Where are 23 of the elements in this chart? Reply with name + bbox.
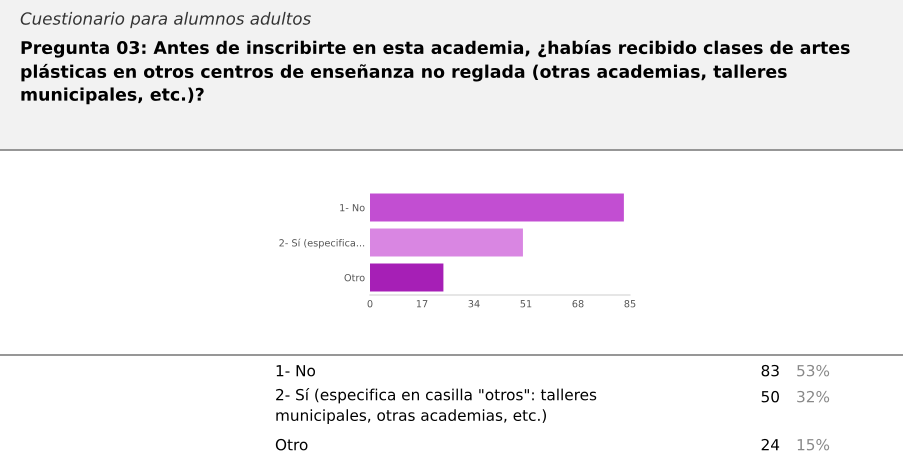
text: 15% <box>798 438 830 450</box>
text: 53% <box>797 364 830 376</box>
x-tick-label: 34 <box>468 300 480 308</box>
x-tick-label: 17 <box>416 300 428 308</box>
y-tick-label: 2- Sí (especifica... <box>279 238 364 248</box>
x-tick-label: 0 <box>368 300 372 308</box>
x-tick-label: 51 <box>520 300 532 308</box>
text: 32% <box>797 390 830 402</box>
chart-title: Pregunta 03: Antes de inscribirte en esta academia, ¿habías recibido clases de artes plásticas en otros centros de enseñanza no reglada (otras academias, talleres municipales, etc.)? <box>21 40 850 104</box>
x-tick-label: 68 <box>572 300 584 308</box>
y-tick-label: Otro <box>344 274 365 282</box>
x-tick-label: 85 <box>624 300 636 308</box>
text: 2- Sí (especifica en casilla "otros": talleres municipales, otras academias, etc.) <box>276 388 596 424</box>
text: 1- No <box>276 365 316 376</box>
text: 50 <box>762 390 779 402</box>
y-tick-label: 1- No <box>340 204 365 212</box>
text: 83 <box>762 364 779 376</box>
text: Cuestionario para alumnos adultos <box>20 12 311 28</box>
bar <box>370 228 523 256</box>
bar <box>370 194 624 222</box>
text: 24 <box>762 438 780 450</box>
bar <box>370 264 444 292</box>
text: Otro <box>276 438 308 450</box>
